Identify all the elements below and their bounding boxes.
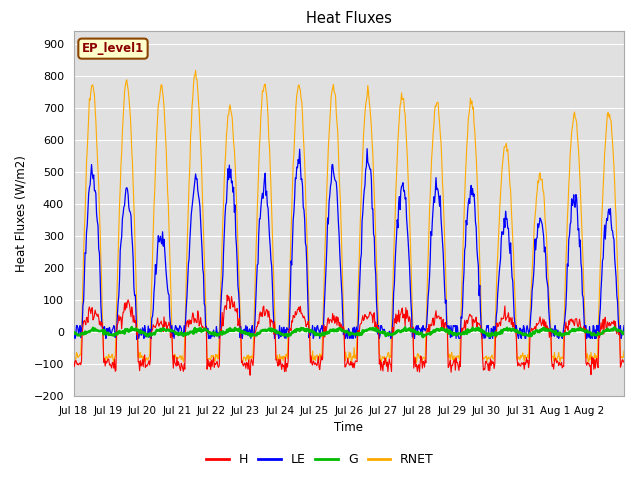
- Y-axis label: Heat Fluxes (W/m2): Heat Fluxes (W/m2): [15, 155, 28, 272]
- Text: EP_level1: EP_level1: [82, 42, 144, 55]
- Legend: H, LE, G, RNET: H, LE, G, RNET: [201, 448, 439, 471]
- X-axis label: Time: Time: [334, 421, 364, 434]
- Title: Heat Fluxes: Heat Fluxes: [306, 11, 392, 26]
